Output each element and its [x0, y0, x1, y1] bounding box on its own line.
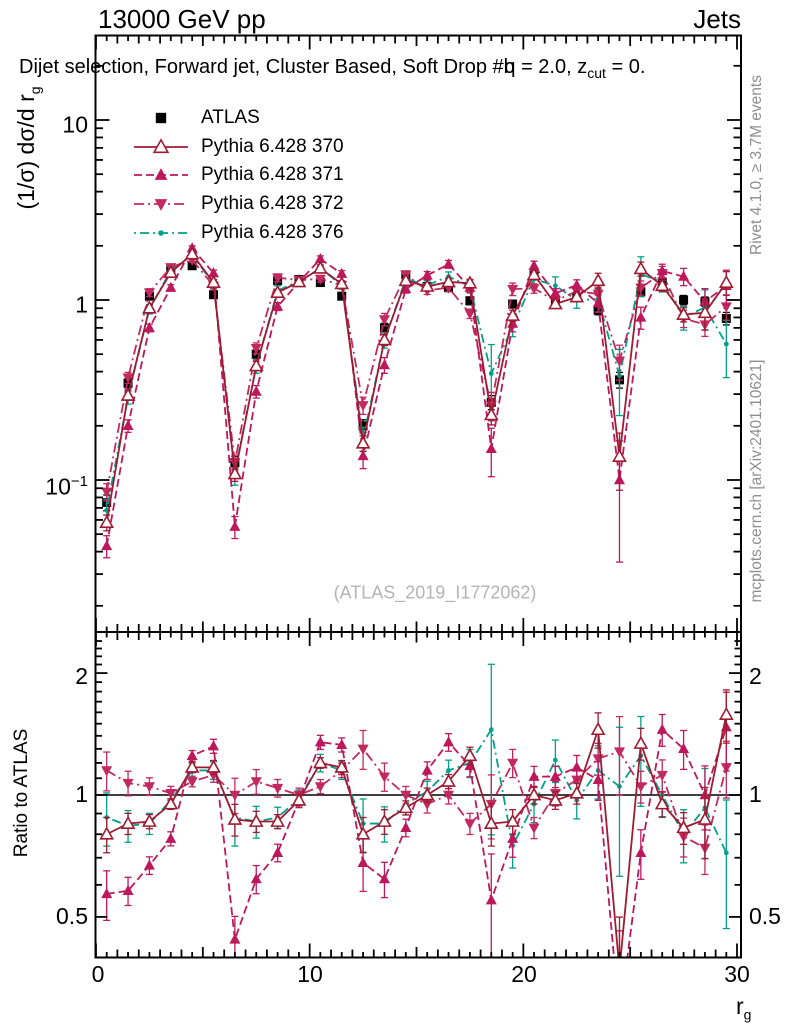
ratio-y-tick-2-left: 2	[75, 663, 88, 689]
legend-item-pythia-372: Pythia 6.428 372	[134, 190, 344, 219]
legend-marker-atlas	[134, 108, 188, 128]
legend-item-pythia-376: Pythia 6.428 376	[134, 218, 344, 247]
tick-exp: −1	[70, 473, 88, 490]
x-tick-10: 10	[297, 961, 323, 987]
plot-subtitle: Dijet selection, Forward jet, Cluster Ba…	[19, 56, 645, 81]
legend-item-pythia-371: Pythia 6.428 371	[134, 161, 344, 190]
legend-marker-pythia-376	[134, 223, 188, 243]
legend-item-atlas: ATLAS	[134, 104, 344, 133]
legend-marker-pythia-371	[134, 165, 188, 185]
legend-item-pythia-370: Pythia 6.428 370	[134, 133, 344, 162]
y-axis-title-sub: g	[26, 86, 43, 95]
ratio-y-tick-0p5-left: 0.5	[56, 903, 88, 929]
subtitle-beta-b: b	[503, 56, 515, 78]
page-title-left: 13000 GeV pp	[98, 4, 266, 34]
legend-marker-pythia-372	[134, 194, 188, 214]
ratio-y-tick-0p5-right: 0.5	[749, 903, 781, 929]
subtitle-post: = 0.	[605, 56, 646, 78]
subtitle-beta-q: q	[504, 56, 516, 78]
ratio-y-tick-2-right: 2	[749, 663, 762, 689]
legend-label: Pythia 6.428 372	[201, 193, 344, 215]
legend-label: ATLAS	[201, 107, 260, 129]
tick-base: 10	[62, 111, 88, 138]
ratio-y-tick-1-left: 1	[75, 781, 88, 807]
legend-label: Pythia 6.428 370	[201, 135, 344, 157]
x-axis-title-sub: g	[743, 1006, 752, 1023]
subtitle-zcut-sub: cut	[587, 65, 606, 81]
x-tick-30: 30	[724, 961, 750, 987]
y-axis-title-main: (1/σ) dσ/d rg	[13, 86, 43, 209]
x-axis-title: rg	[736, 993, 751, 1023]
main-y-tick-10: 10	[0, 107, 88, 138]
mcplots-arxiv-note: mcplots.cern.ch [arXiv:2401.10621]	[748, 359, 765, 603]
rivet-version-note: Rivet 4.1.0, ≥ 3.7M events	[748, 75, 765, 255]
main-y-tick-0p1: 10−1	[0, 469, 88, 500]
legend-label: Pythia 6.428 371	[201, 164, 344, 186]
tick-base: 10	[45, 473, 71, 500]
x-tick-20: 20	[511, 961, 537, 987]
x-tick-0: 0	[91, 961, 105, 987]
page-title-right: Jets	[693, 4, 741, 34]
ratio-y-tick-1-right: 1	[749, 781, 762, 807]
subtitle-mid: = 2.0, z	[515, 56, 588, 78]
subtitle-text: Dijet selection, Forward jet, Cluster Ba…	[19, 56, 504, 78]
tick-base: 1	[75, 291, 88, 318]
main-y-tick-1: 1	[0, 287, 88, 318]
legend-label: Pythia 6.428 376	[201, 221, 344, 243]
x-axis-title-text: r	[736, 993, 744, 1019]
legend-marker-pythia-370	[134, 137, 188, 157]
analysis-watermark: (ATLAS_2019_I1772062)	[333, 582, 537, 603]
legend: ATLAS Pythia 6.428 370 Pythia 6.428 371 …	[134, 104, 344, 247]
